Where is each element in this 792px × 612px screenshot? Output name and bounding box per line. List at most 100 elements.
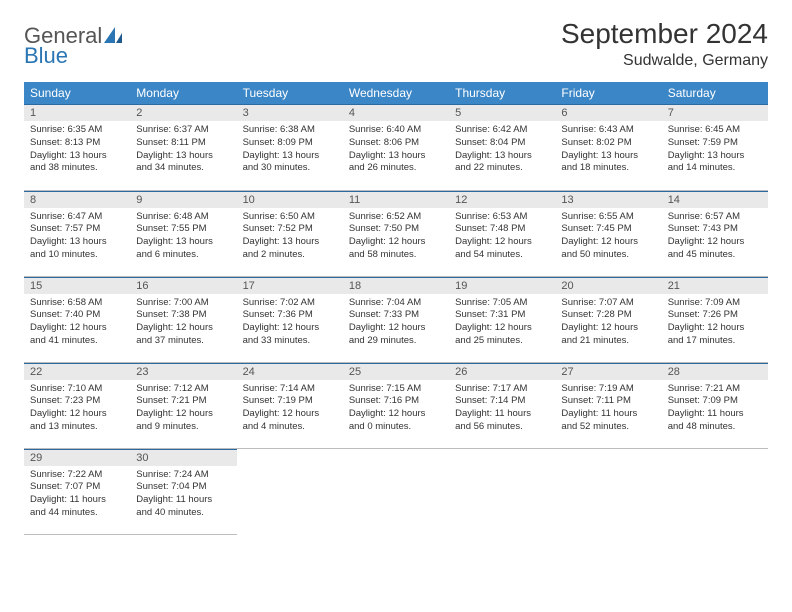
- day-content: Sunrise: 6:37 AMSunset: 8:11 PMDaylight:…: [130, 121, 236, 179]
- day-number: 3: [237, 104, 343, 121]
- calendar-day-cell: 10Sunrise: 6:50 AMSunset: 7:52 PMDayligh…: [237, 190, 343, 276]
- day-number: 2: [130, 104, 236, 121]
- day-number: 27: [555, 363, 661, 380]
- day-number: 15: [24, 277, 130, 294]
- day-number: 28: [662, 363, 768, 380]
- day-content: Sunrise: 6:40 AMSunset: 8:06 PMDaylight:…: [343, 121, 449, 179]
- day-content: Sunrise: 6:42 AMSunset: 8:04 PMDaylight:…: [449, 121, 555, 179]
- day-content: Sunrise: 6:58 AMSunset: 7:40 PMDaylight:…: [24, 294, 130, 352]
- weekday-header: Wednesday: [343, 82, 449, 104]
- calendar-week-row: 8Sunrise: 6:47 AMSunset: 7:57 PMDaylight…: [24, 190, 768, 276]
- day-content: Sunrise: 7:02 AMSunset: 7:36 PMDaylight:…: [237, 294, 343, 352]
- day-number: 16: [130, 277, 236, 294]
- day-content: Sunrise: 6:55 AMSunset: 7:45 PMDaylight:…: [555, 208, 661, 266]
- day-number: 18: [343, 277, 449, 294]
- calendar-day-cell: 17Sunrise: 7:02 AMSunset: 7:36 PMDayligh…: [237, 276, 343, 362]
- weekday-header: Sunday: [24, 82, 130, 104]
- day-content: Sunrise: 7:15 AMSunset: 7:16 PMDaylight:…: [343, 380, 449, 438]
- calendar-day-cell: 21Sunrise: 7:09 AMSunset: 7:26 PMDayligh…: [662, 276, 768, 362]
- brand-logo: General Blue: [24, 18, 122, 66]
- day-content: Sunrise: 7:24 AMSunset: 7:04 PMDaylight:…: [130, 466, 236, 524]
- day-content: Sunrise: 6:53 AMSunset: 7:48 PMDaylight:…: [449, 208, 555, 266]
- calendar-empty-cell: [555, 448, 661, 534]
- day-number: 30: [130, 449, 236, 466]
- day-number: 9: [130, 191, 236, 208]
- day-content: Sunrise: 6:45 AMSunset: 7:59 PMDaylight:…: [662, 121, 768, 179]
- calendar-day-cell: 6Sunrise: 6:43 AMSunset: 8:02 PMDaylight…: [555, 104, 661, 190]
- weekday-header: Saturday: [662, 82, 768, 104]
- day-content: Sunrise: 6:50 AMSunset: 7:52 PMDaylight:…: [237, 208, 343, 266]
- day-number: 23: [130, 363, 236, 380]
- day-content: Sunrise: 7:00 AMSunset: 7:38 PMDaylight:…: [130, 294, 236, 352]
- day-number: 4: [343, 104, 449, 121]
- calendar-day-cell: 1Sunrise: 6:35 AMSunset: 8:13 PMDaylight…: [24, 104, 130, 190]
- day-content: Sunrise: 7:12 AMSunset: 7:21 PMDaylight:…: [130, 380, 236, 438]
- calendar-day-cell: 8Sunrise: 6:47 AMSunset: 7:57 PMDaylight…: [24, 190, 130, 276]
- day-content: Sunrise: 7:21 AMSunset: 7:09 PMDaylight:…: [662, 380, 768, 438]
- calendar-day-cell: 9Sunrise: 6:48 AMSunset: 7:55 PMDaylight…: [130, 190, 236, 276]
- calendar-empty-cell: [449, 448, 555, 534]
- calendar-week-row: 29Sunrise: 7:22 AMSunset: 7:07 PMDayligh…: [24, 448, 768, 534]
- calendar-empty-cell: [662, 448, 768, 534]
- weekday-row: SundayMondayTuesdayWednesdayThursdayFrid…: [24, 82, 768, 104]
- day-number: 19: [449, 277, 555, 294]
- weekday-header: Friday: [555, 82, 661, 104]
- calendar-day-cell: 26Sunrise: 7:17 AMSunset: 7:14 PMDayligh…: [449, 362, 555, 448]
- month-title: September 2024: [561, 18, 768, 50]
- day-number: 5: [449, 104, 555, 121]
- calendar-day-cell: 7Sunrise: 6:45 AMSunset: 7:59 PMDaylight…: [662, 104, 768, 190]
- calendar-day-cell: 5Sunrise: 6:42 AMSunset: 8:04 PMDaylight…: [449, 104, 555, 190]
- brand-part2: Blue: [24, 43, 68, 68]
- calendar-day-cell: 3Sunrise: 6:38 AMSunset: 8:09 PMDaylight…: [237, 104, 343, 190]
- day-content: Sunrise: 7:17 AMSunset: 7:14 PMDaylight:…: [449, 380, 555, 438]
- weekday-header: Monday: [130, 82, 236, 104]
- calendar-day-cell: 23Sunrise: 7:12 AMSunset: 7:21 PMDayligh…: [130, 362, 236, 448]
- day-content: Sunrise: 6:43 AMSunset: 8:02 PMDaylight:…: [555, 121, 661, 179]
- day-number: 12: [449, 191, 555, 208]
- calendar-day-cell: 20Sunrise: 7:07 AMSunset: 7:28 PMDayligh…: [555, 276, 661, 362]
- day-content: Sunrise: 6:57 AMSunset: 7:43 PMDaylight:…: [662, 208, 768, 266]
- calendar-day-cell: 12Sunrise: 6:53 AMSunset: 7:48 PMDayligh…: [449, 190, 555, 276]
- day-content: Sunrise: 6:38 AMSunset: 8:09 PMDaylight:…: [237, 121, 343, 179]
- calendar-week-row: 15Sunrise: 6:58 AMSunset: 7:40 PMDayligh…: [24, 276, 768, 362]
- calendar-empty-cell: [237, 448, 343, 534]
- day-content: Sunrise: 6:48 AMSunset: 7:55 PMDaylight:…: [130, 208, 236, 266]
- calendar-body: 1Sunrise: 6:35 AMSunset: 8:13 PMDaylight…: [24, 104, 768, 534]
- calendar-head: SundayMondayTuesdayWednesdayThursdayFrid…: [24, 82, 768, 104]
- day-number: 10: [237, 191, 343, 208]
- day-content: Sunrise: 7:14 AMSunset: 7:19 PMDaylight:…: [237, 380, 343, 438]
- day-number: 11: [343, 191, 449, 208]
- day-number: 21: [662, 277, 768, 294]
- title-block: September 2024 Sudwalde, Germany: [561, 18, 768, 70]
- calendar-day-cell: 11Sunrise: 6:52 AMSunset: 7:50 PMDayligh…: [343, 190, 449, 276]
- day-content: Sunrise: 7:04 AMSunset: 7:33 PMDaylight:…: [343, 294, 449, 352]
- day-number: 25: [343, 363, 449, 380]
- calendar-empty-cell: [343, 448, 449, 534]
- weekday-header: Thursday: [449, 82, 555, 104]
- day-content: Sunrise: 7:22 AMSunset: 7:07 PMDaylight:…: [24, 466, 130, 524]
- day-content: Sunrise: 7:07 AMSunset: 7:28 PMDaylight:…: [555, 294, 661, 352]
- day-number: 14: [662, 191, 768, 208]
- day-number: 26: [449, 363, 555, 380]
- location-label: Sudwalde, Germany: [561, 52, 768, 70]
- calendar-day-cell: 19Sunrise: 7:05 AMSunset: 7:31 PMDayligh…: [449, 276, 555, 362]
- calendar-day-cell: 25Sunrise: 7:15 AMSunset: 7:16 PMDayligh…: [343, 362, 449, 448]
- day-content: Sunrise: 7:05 AMSunset: 7:31 PMDaylight:…: [449, 294, 555, 352]
- calendar-day-cell: 14Sunrise: 6:57 AMSunset: 7:43 PMDayligh…: [662, 190, 768, 276]
- calendar-day-cell: 15Sunrise: 6:58 AMSunset: 7:40 PMDayligh…: [24, 276, 130, 362]
- day-content: Sunrise: 6:47 AMSunset: 7:57 PMDaylight:…: [24, 208, 130, 266]
- day-number: 22: [24, 363, 130, 380]
- day-number: 6: [555, 104, 661, 121]
- day-content: Sunrise: 7:19 AMSunset: 7:11 PMDaylight:…: [555, 380, 661, 438]
- day-number: 24: [237, 363, 343, 380]
- calendar-day-cell: 28Sunrise: 7:21 AMSunset: 7:09 PMDayligh…: [662, 362, 768, 448]
- calendar-day-cell: 27Sunrise: 7:19 AMSunset: 7:11 PMDayligh…: [555, 362, 661, 448]
- sail-icon: [104, 26, 122, 46]
- page-header: General Blue September 2024 Sudwalde, Ge…: [24, 18, 768, 70]
- day-number: 29: [24, 449, 130, 466]
- calendar-day-cell: 2Sunrise: 6:37 AMSunset: 8:11 PMDaylight…: [130, 104, 236, 190]
- weekday-header: Tuesday: [237, 82, 343, 104]
- calendar-day-cell: 18Sunrise: 7:04 AMSunset: 7:33 PMDayligh…: [343, 276, 449, 362]
- calendar-week-row: 22Sunrise: 7:10 AMSunset: 7:23 PMDayligh…: [24, 362, 768, 448]
- calendar-day-cell: 30Sunrise: 7:24 AMSunset: 7:04 PMDayligh…: [130, 448, 236, 534]
